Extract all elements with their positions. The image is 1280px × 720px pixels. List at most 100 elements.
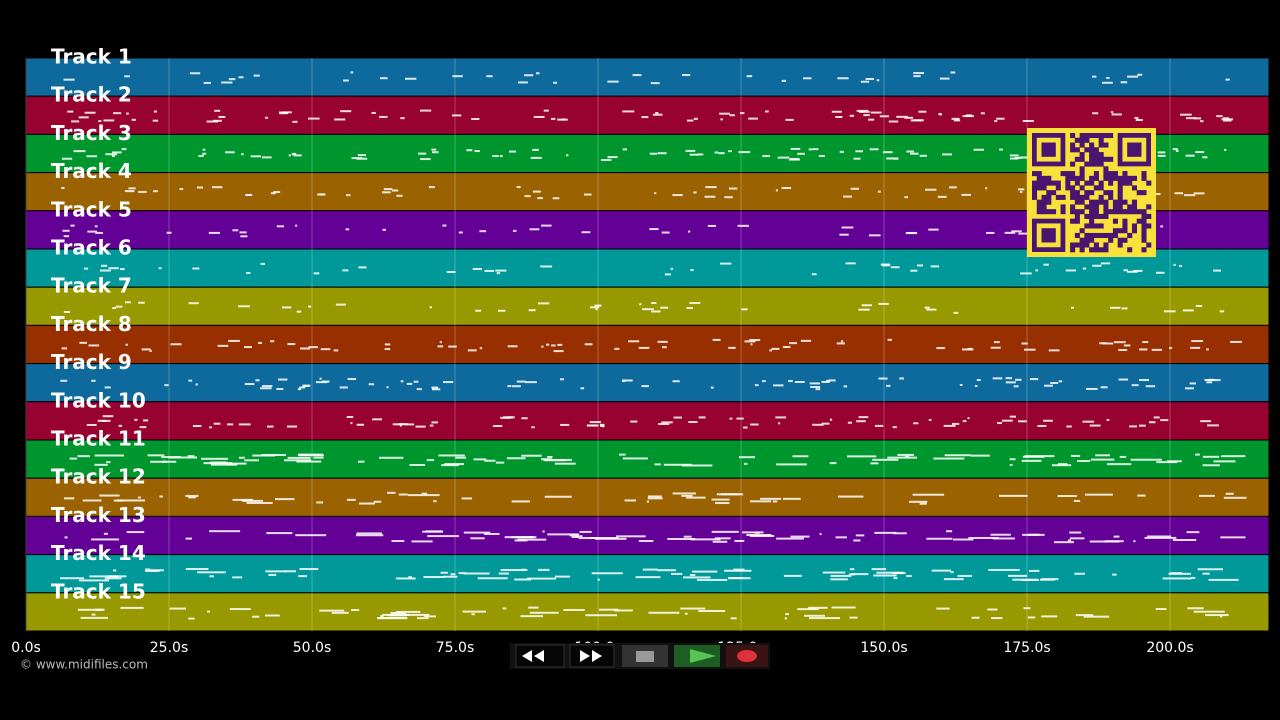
note [245, 194, 252, 197]
note [547, 533, 580, 536]
note [527, 577, 557, 580]
note [933, 457, 965, 460]
qr-module [1079, 228, 1085, 234]
note [189, 72, 201, 75]
note [86, 155, 98, 158]
note [164, 384, 169, 387]
note [829, 462, 837, 465]
note [431, 388, 441, 391]
qr-module [1070, 142, 1076, 148]
rewind-button[interactable] [515, 644, 565, 668]
qr-module [1084, 204, 1090, 210]
note [685, 149, 696, 152]
qr-module [1084, 223, 1090, 229]
note [379, 115, 388, 118]
qr-module [1084, 147, 1090, 153]
qr-module [1079, 156, 1085, 162]
note [185, 568, 209, 571]
qr-code [1027, 128, 1156, 257]
note [771, 347, 780, 350]
qr-module [1074, 209, 1080, 215]
note [1184, 194, 1196, 197]
track-name: Track 13 [51, 503, 146, 527]
qr-module [1074, 242, 1080, 248]
qr-module [1070, 133, 1076, 139]
qr-module [1093, 209, 1099, 215]
note [584, 343, 593, 346]
forward-button[interactable] [569, 644, 615, 668]
qr-module [1093, 156, 1099, 162]
note [887, 338, 892, 341]
note [158, 267, 162, 270]
note [746, 75, 753, 78]
note [529, 228, 540, 231]
note [1001, 419, 1013, 422]
note [1195, 453, 1200, 456]
note [356, 423, 365, 426]
note [853, 539, 861, 542]
note [641, 116, 649, 119]
track-band [25, 286, 1270, 326]
time-tick-label: 75.0s [436, 640, 474, 656]
qr-module [1051, 209, 1057, 215]
note [252, 615, 260, 618]
note [721, 493, 744, 496]
note [1058, 463, 1068, 466]
note [647, 495, 662, 498]
play-button[interactable] [674, 645, 720, 667]
note [649, 152, 658, 155]
qr-module [1084, 213, 1090, 219]
note [206, 120, 219, 123]
note [1110, 306, 1121, 309]
note [632, 74, 642, 77]
note [153, 110, 157, 113]
qr-finder [1041, 228, 1056, 243]
track-labels: Track 1 Track 2 Track 3 Track 4 Track 5 Track… [51, 45, 146, 604]
note [1019, 191, 1023, 194]
note [729, 417, 733, 420]
note [1153, 416, 1160, 419]
note [1029, 569, 1040, 572]
note [599, 608, 619, 611]
note [1015, 378, 1022, 381]
qr-module [1074, 213, 1080, 219]
note [959, 383, 963, 386]
note [524, 195, 531, 198]
qr-module [1041, 180, 1047, 186]
note [532, 190, 541, 193]
note [458, 231, 463, 234]
note [711, 530, 739, 533]
note [1175, 149, 1179, 152]
note [775, 416, 787, 419]
note [742, 531, 764, 534]
note [882, 151, 893, 154]
note [302, 384, 311, 387]
note [1189, 382, 1196, 385]
note [952, 538, 974, 541]
note [333, 349, 339, 352]
note [828, 379, 836, 382]
qr-module [1108, 190, 1114, 196]
note [1225, 492, 1234, 495]
note [298, 575, 308, 578]
note [120, 606, 144, 609]
record-button[interactable] [726, 645, 768, 667]
note [873, 574, 897, 577]
qr-module [1122, 180, 1128, 186]
note [281, 306, 292, 309]
qr-module [1122, 223, 1128, 229]
note [243, 346, 252, 349]
note [1139, 348, 1148, 351]
note [1029, 378, 1039, 381]
qr-module [1131, 228, 1138, 234]
qr-module [1093, 232, 1099, 239]
note [879, 115, 889, 118]
note [540, 265, 553, 268]
note [930, 265, 940, 268]
note [492, 155, 499, 158]
qr-module [1098, 194, 1104, 200]
stop-button[interactable] [622, 645, 668, 667]
note [61, 347, 68, 350]
note [688, 230, 691, 233]
note [381, 191, 391, 194]
